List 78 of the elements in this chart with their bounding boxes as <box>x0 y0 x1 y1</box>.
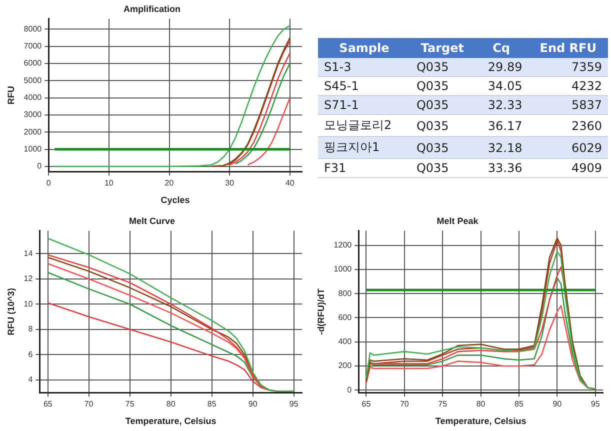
data-label: 4909 <box>528 158 608 178</box>
x-axis-title: Cycles <box>160 195 190 206</box>
x-tick-label: 0 <box>46 178 52 188</box>
x-tick-label: 70 <box>84 400 94 409</box>
y-tick-label: 800 <box>338 288 352 298</box>
data-label: 2360 <box>528 114 608 136</box>
y-axis-title: RFU <box>6 86 16 104</box>
data-label: 4232 <box>528 76 608 96</box>
series-label: Cq <box>474 38 528 58</box>
x-tick-label: 90 <box>552 400 562 409</box>
x-axis-title: Temperature, Celsius <box>435 416 526 426</box>
y-tick-label: 1000 <box>24 144 42 154</box>
x-tick-label: 90 <box>248 400 258 409</box>
data-label: 32.33 <box>474 96 528 114</box>
data-label: Q035 <box>410 96 474 114</box>
x-tick-label: 75 <box>125 400 135 409</box>
y-axis-title: RFU (10^3) <box>6 288 16 336</box>
data-label: 5837 <box>528 96 608 114</box>
x-tick-label: 65 <box>362 400 372 409</box>
y-tick-label: 6 <box>28 350 34 359</box>
x-tick-label: 70 <box>400 400 410 409</box>
y-axis-title: -d(RFU)/dT <box>316 288 326 335</box>
x-tick-label: 65 <box>43 400 53 409</box>
x-tick-label: 40 <box>285 178 295 188</box>
y-tick-label: 1000 <box>334 264 352 274</box>
y-tick-label: 7000 <box>24 41 42 50</box>
data-label: Q035 <box>410 136 474 158</box>
x-tick-label: 75 <box>438 400 448 409</box>
category-label: S45-1 <box>318 76 410 96</box>
data-label: 7359 <box>528 58 608 76</box>
text: Sample <box>318 38 410 58</box>
chart-title: Melt Curve <box>128 216 176 226</box>
y-tick-label: 4000 <box>24 92 42 102</box>
data-label: Q035 <box>410 114 474 136</box>
y-tick-label: 1200 <box>334 240 352 250</box>
data-label: 32.18 <box>474 136 528 158</box>
x-tick-label: 20 <box>164 178 174 188</box>
data-label: 34.05 <box>474 76 528 96</box>
y-tick-label: 10 <box>24 299 34 308</box>
y-tick-label: 12 <box>24 274 34 284</box>
x-tick-label: 10 <box>104 178 114 188</box>
x-tick-label: 95 <box>289 400 299 409</box>
x-tick-label: 80 <box>166 400 176 409</box>
y-tick-label: 14 <box>24 248 34 258</box>
category-label: 모닝글로리2 <box>318 114 410 136</box>
y-tick-label: 0 <box>37 162 42 171</box>
text: Target <box>410 38 474 58</box>
y-tick-label: 600 <box>338 312 352 322</box>
category-label: F31 <box>318 158 410 178</box>
x-axis-title: Temperature, Celsius <box>125 416 216 426</box>
data-label: Q035 <box>410 158 474 178</box>
data-label: 29.89 <box>474 58 528 76</box>
y-tick-label: 200 <box>338 361 352 370</box>
data-label: Q035 <box>410 58 474 76</box>
y-tick-label: 4 <box>28 375 34 384</box>
category-label: 핑크지아1 <box>318 136 410 158</box>
y-tick-label: 8000 <box>24 24 42 34</box>
category-label: S1-3 <box>318 58 410 76</box>
chart-title: Melt Peak <box>436 216 480 226</box>
x-tick-label: 30 <box>225 178 235 188</box>
category-label: S71-1 <box>318 96 410 114</box>
y-tick-label: 0 <box>347 385 352 394</box>
y-tick-label: 400 <box>338 337 352 346</box>
data-label: 6029 <box>528 136 608 158</box>
data-label: Q035 <box>410 76 474 96</box>
data-label: 36.17 <box>474 114 528 136</box>
chart-title: Amplification <box>123 4 181 14</box>
x-tick-label: 95 <box>590 400 600 409</box>
y-tick-label: 2000 <box>24 127 42 136</box>
y-tick-label: 3000 <box>24 110 42 120</box>
data-label: 33.36 <box>474 158 528 178</box>
series-label: End RFU <box>528 38 608 58</box>
y-tick-label: 6000 <box>24 58 42 68</box>
x-tick-label: 80 <box>476 400 486 409</box>
x-tick-label: 85 <box>514 400 524 409</box>
y-tick-label: 5000 <box>24 76 42 85</box>
y-tick-label: 8 <box>28 324 34 334</box>
x-tick-label: 85 <box>207 400 217 409</box>
